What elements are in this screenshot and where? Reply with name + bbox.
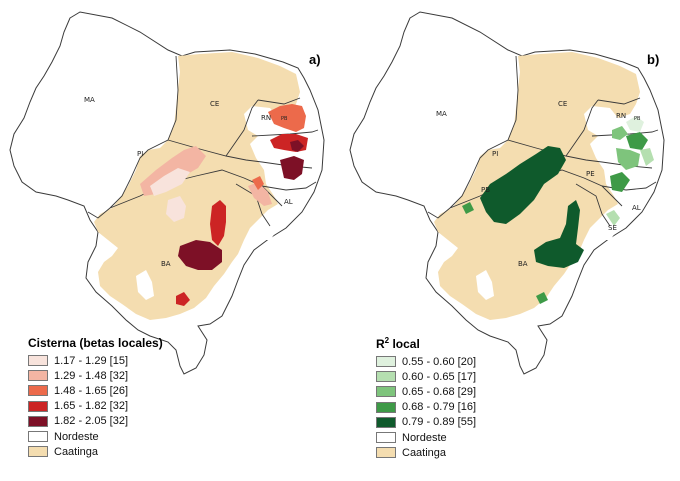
legend-label: 1.48 - 1.65 [26] [54,384,128,397]
cluster-1-82-2-05 [290,140,304,152]
cluster-1-17-1-29 [150,168,190,196]
legend-title-b: R2 local [376,336,476,351]
cluster-1-48-1-65 [252,176,264,190]
legend-label: Nordeste [54,430,99,443]
legend-label: 0.79 - 0.89 [55] [402,416,476,429]
legend-item: 0.55 - 0.60 [20] [376,354,476,369]
map-panel-a: MA PI CE RN PB AL BA a) Cisterna (betas … [9,11,325,459]
legend-swatch [376,432,396,444]
state-label-ce: CE [210,100,219,108]
state-label-rn: RN [616,112,626,120]
state-label-al: AL [632,204,641,212]
legend-item: 1.17 - 1.29 [15] [28,353,163,368]
legend-label: Nordeste [402,431,447,444]
legend-label: 1.29 - 1.48 [32] [54,369,128,382]
legend-item: Nordeste [28,429,163,444]
legend-label: 1.17 - 1.29 [15] [54,354,128,367]
state-label-pi: PI [492,150,498,158]
state-label-pe-west: PB [481,186,490,194]
state-label-ba: BA [518,260,528,268]
legend-label: 1.65 - 1.82 [32] [54,400,128,413]
cluster-1-65-1-82 [210,200,226,246]
cluster-0-65-0-68 [612,126,628,140]
state-label-pb: PB [281,116,288,122]
panel-letter-b: b) [647,52,660,67]
legend-swatch [28,385,48,397]
legend-swatch [28,431,48,443]
legend-swatch [28,415,48,427]
legend-label: Caatinga [402,446,447,459]
legend-swatch [28,400,48,412]
legend-title-a: Cisterna (betas locales) [28,336,163,350]
legend-label: 1.82 - 2.05 [32] [54,415,128,428]
state-label-pi: PI [137,150,143,158]
cluster-1-17-1-29 [166,196,186,222]
cluster-0-60-0-65 [606,210,620,226]
legend-title-sup: 2 [384,336,390,345]
cluster-0-79-0-89 [534,200,584,268]
legend-label: 0.60 - 0.65 [17] [402,370,476,383]
legend-item: 1.48 - 1.65 [26] [28,383,163,398]
r2-clusters [462,116,654,304]
state-label-ma: MA [436,110,447,118]
state-label-al: AL [284,198,293,206]
legend-item: 0.79 - 0.89 [55] [376,415,476,430]
legend-label: Caatinga [54,445,99,458]
cluster-0-79-0-89 [480,146,566,224]
legend-item: 1.82 - 2.05 [32] [28,414,163,429]
legend-swatch [376,371,396,383]
legend-swatch [376,356,396,368]
legend-swatch [376,386,396,398]
legend-label: 0.65 - 0.68 [29] [402,385,476,398]
legend-item: 0.60 - 0.65 [17] [376,369,476,384]
cluster-0-68-0-79 [626,132,648,150]
legend-item: 0.65 - 0.68 [29] [376,384,476,399]
map-a: MA PI CE RN PB AL BA [9,11,325,375]
cluster-0-65-0-68 [616,148,640,170]
legend-item: 0.68 - 0.79 [16] [376,400,476,415]
cluster-0-68-0-79 [462,202,474,214]
legend-b: R2 local 0.55 - 0.60 [20] 0.60 - 0.65 [1… [376,336,476,460]
beta-clusters [140,104,308,306]
state-label-rn: RN [261,114,271,122]
state-label-se: SE [608,224,617,232]
legend-swatch [376,447,396,459]
cluster-1-82-2-05 [280,156,304,180]
legend-item: Nordeste [376,430,476,445]
cluster-0-60-0-65 [640,148,654,166]
cluster-1-29-1-48 [248,182,272,206]
legend-item: Caatinga [28,444,163,459]
legend-item: Caatinga [376,445,476,460]
state-label-pe: PE [586,170,595,178]
legend-title-r: R [376,337,385,351]
legend-title-rest: local [389,337,420,351]
legend-label: 0.68 - 0.79 [16] [402,401,476,414]
cluster-0-68-0-79 [536,292,548,304]
state-label-ce: CE [558,100,567,108]
cluster-0-68-0-79 [610,172,630,192]
cluster-1-82-2-05 [178,240,222,270]
state-label-ma: MA [84,96,95,104]
state-label-ba: BA [161,260,171,268]
panel-letter-a: a) [309,52,321,67]
cluster-1-48-1-65 [268,104,306,132]
map-b: MA PI CE RN PB PB PE AL SE BA [349,11,665,375]
state-label-pb: PB [634,116,641,122]
legend-swatch [28,446,48,458]
map-panel-b: MA PI CE RN PB PB PE AL SE BA b) R2 loca… [340,0,680,481]
legend-label: 0.55 - 0.60 [20] [402,355,476,368]
legend-swatch [376,416,396,428]
cluster-1-65-1-82 [176,292,190,306]
cluster-0-55-0-60 [626,116,644,132]
legend-swatch [28,370,48,382]
legend-item: 1.29 - 1.48 [32] [28,368,163,383]
legend-a: Cisterna (betas locales) 1.17 - 1.29 [15… [28,336,163,459]
legend-swatch [376,401,396,413]
legend-item: 1.65 - 1.82 [32] [28,399,163,414]
legend-swatch [28,355,48,367]
